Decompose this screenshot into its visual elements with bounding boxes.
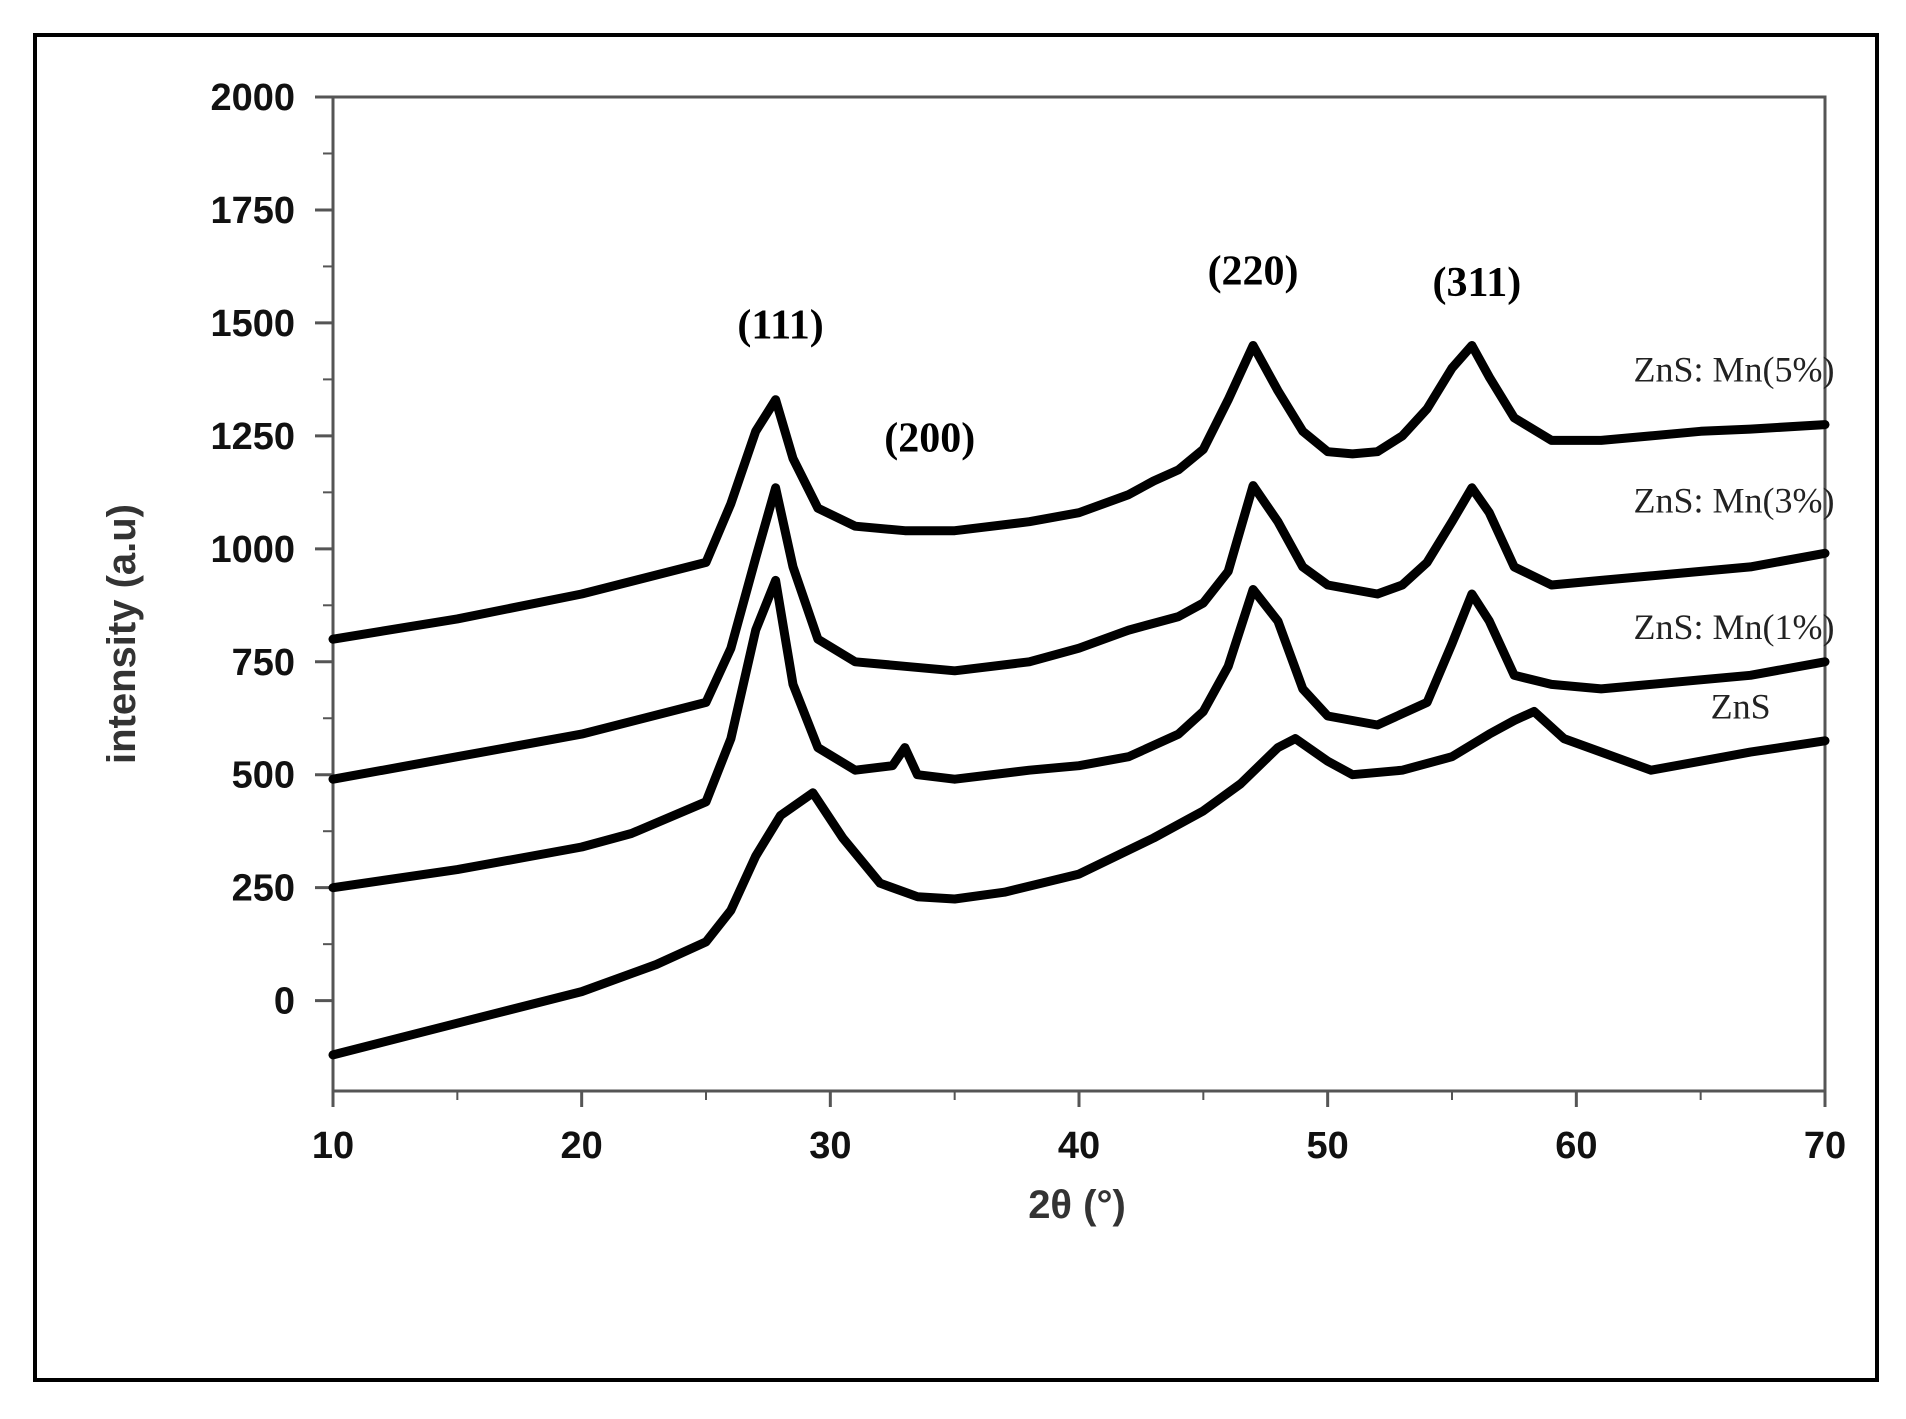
x-tick-label: 30 bbox=[809, 1125, 851, 1167]
y-tick-label: 1500 bbox=[210, 303, 295, 345]
peak-annotation: (220) bbox=[1208, 249, 1299, 295]
series-label-2: ZnS: Mn(1%) bbox=[1634, 607, 1835, 647]
y-tick-label: 1000 bbox=[210, 529, 295, 571]
figure-frame bbox=[33, 33, 1879, 1382]
x-tick-label: 10 bbox=[312, 1125, 354, 1167]
x-tick-label: 60 bbox=[1555, 1125, 1597, 1167]
series-line-0 bbox=[328, 341, 1830, 644]
y-axis: 0 250 500 750 1000 1250 1500 1750 2000 bbox=[210, 77, 333, 1023]
y-tick-label: 1750 bbox=[210, 190, 295, 232]
peak-annotation: (311) bbox=[1433, 260, 1522, 306]
peak-annotation: (111) bbox=[737, 303, 823, 349]
series-label-group: ZnS: Mn(5%) ZnS: Mn(3%) ZnS: Mn(1%) ZnS bbox=[1634, 350, 1835, 727]
y-axis-title: intensity (a.u) bbox=[100, 504, 144, 764]
annotation-group: (111) (200) (220) (311) bbox=[737, 249, 1521, 462]
y-tick-label: 750 bbox=[232, 642, 295, 684]
y-tick-label: 2000 bbox=[210, 77, 295, 119]
peak-annotation: (200) bbox=[884, 416, 975, 462]
x-axis-title: 2θ (°) bbox=[1028, 1183, 1126, 1227]
plot-area bbox=[331, 95, 1827, 1093]
series-line-2 bbox=[328, 575, 1830, 893]
x-tick-label: 50 bbox=[1307, 1125, 1349, 1167]
series-label-3: ZnS bbox=[1711, 686, 1771, 726]
y-tick-label: 1250 bbox=[210, 416, 295, 458]
x-tick-label: 40 bbox=[1058, 1125, 1100, 1167]
series-group bbox=[328, 341, 1830, 1060]
series-line-1 bbox=[328, 481, 1830, 784]
x-axis: 10 20 30 40 50 60 70 bbox=[312, 1091, 1846, 1167]
series-line-3 bbox=[328, 707, 1830, 1060]
y-tick-label: 500 bbox=[232, 755, 295, 797]
y-tick-label: 250 bbox=[232, 868, 295, 910]
x-tick-label: 70 bbox=[1804, 1125, 1846, 1167]
y-tick-label: 0 bbox=[274, 981, 295, 1023]
series-label-0: ZnS: Mn(5%) bbox=[1634, 350, 1835, 390]
series-label-1: ZnS: Mn(3%) bbox=[1634, 481, 1835, 521]
x-tick-label: 20 bbox=[561, 1125, 603, 1167]
